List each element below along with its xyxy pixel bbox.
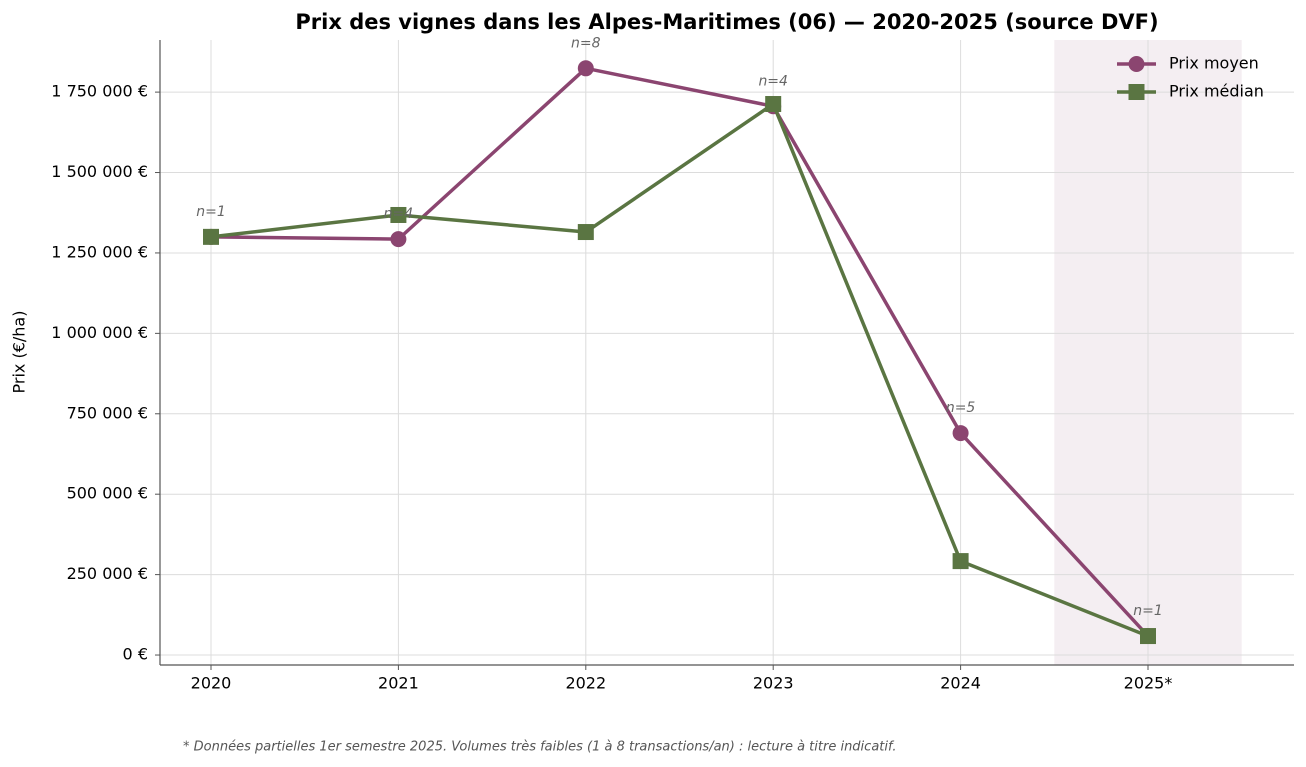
x-tick-label: 2020: [191, 674, 232, 693]
marker: [952, 425, 969, 442]
marker: [1140, 628, 1156, 645]
y-tick-label: 1 000 000 €: [51, 323, 148, 342]
x-tick-label: 2023: [753, 674, 794, 693]
marker: [952, 553, 969, 570]
y-tick-label: 750 000 €: [67, 403, 148, 422]
marker: [765, 96, 782, 113]
annotation: n=5: [946, 400, 976, 416]
y-tick-label: 0 €: [123, 645, 148, 664]
x-tick-label: 2022: [565, 674, 606, 693]
series-line: [210, 102, 1149, 638]
annotation: n=1: [1133, 603, 1163, 619]
marker: [577, 224, 594, 241]
chart-title: Prix des vignes dans les Alpes-Maritimes…: [295, 10, 1158, 34]
marker: [1128, 84, 1145, 100]
series-line: [210, 66, 1150, 638]
annotation: n=8: [571, 35, 601, 51]
annotation: n=1: [196, 204, 226, 220]
annotation: n=4: [384, 206, 414, 222]
marker: [203, 228, 219, 245]
y-tick-label: 1 750 000 €: [51, 82, 148, 101]
y-tick-label: 500 000 €: [67, 484, 148, 503]
marker: [1128, 56, 1145, 72]
legend-label: Prix médian: [1169, 82, 1264, 101]
y-tick-label: 1 500 000 €: [51, 162, 148, 181]
x-tick-label: 2025*: [1124, 674, 1173, 693]
annotation: n=4: [758, 73, 788, 89]
marker: [577, 60, 594, 77]
y-tick-label: 250 000 €: [67, 564, 148, 583]
x-tick-label: 2024: [940, 674, 981, 693]
marker: [390, 206, 407, 223]
y-tick-label: 1 250 000 €: [51, 242, 148, 261]
y-axis-label: Prix (€/ha): [10, 311, 29, 394]
marker: [390, 231, 407, 248]
legend-label: Prix moyen: [1169, 54, 1259, 73]
footnote: * Données partielles 1er semestre 2025. …: [183, 740, 896, 755]
x-tick-label: 2021: [378, 674, 419, 693]
